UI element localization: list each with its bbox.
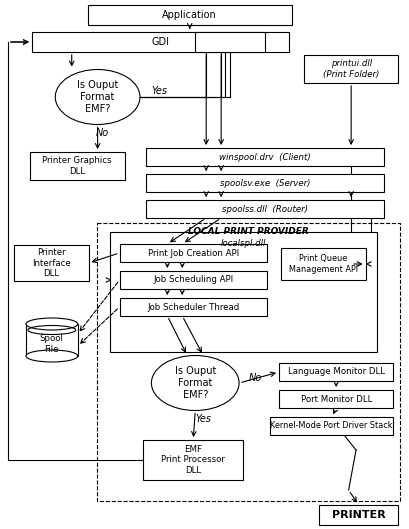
FancyBboxPatch shape <box>303 55 398 83</box>
FancyBboxPatch shape <box>109 232 375 352</box>
Ellipse shape <box>151 355 238 411</box>
Text: Is Ouput
Format
EMF?: Is Ouput Format EMF? <box>174 367 216 399</box>
FancyBboxPatch shape <box>280 248 365 280</box>
FancyBboxPatch shape <box>278 390 393 408</box>
FancyBboxPatch shape <box>146 148 382 166</box>
Text: Language Monitor DLL: Language Monitor DLL <box>287 368 384 377</box>
Text: LOCAL PRINT PROVIDER: LOCAL PRINT PROVIDER <box>188 227 308 236</box>
Text: localspl.dll: localspl.dll <box>220 239 265 248</box>
Text: GDI: GDI <box>151 37 169 47</box>
FancyBboxPatch shape <box>269 417 393 435</box>
Text: Is Ouput
Format
EMF?: Is Ouput Format EMF? <box>77 80 118 114</box>
FancyBboxPatch shape <box>32 32 288 52</box>
Text: Print Queue
Management API: Print Queue Management API <box>288 254 357 273</box>
Text: PRINTER: PRINTER <box>331 510 384 520</box>
Ellipse shape <box>55 69 139 124</box>
Text: printui.dll
(Print Folder): printui.dll (Print Folder) <box>322 59 378 79</box>
Text: Yes: Yes <box>195 414 211 424</box>
Text: Spool
File: Spool File <box>40 334 63 354</box>
Text: Port Monitor DLL: Port Monitor DLL <box>300 395 371 404</box>
Text: Job Scheduler Thread: Job Scheduler Thread <box>147 303 239 312</box>
FancyBboxPatch shape <box>119 244 266 262</box>
Text: Yes: Yes <box>151 86 167 96</box>
FancyBboxPatch shape <box>318 505 398 525</box>
Text: Printer
Interface
DLL: Printer Interface DLL <box>32 248 70 278</box>
Text: Job Scheduling API: Job Scheduling API <box>153 276 233 285</box>
Text: No: No <box>96 127 109 138</box>
Text: EMF
Print Processor
DLL: EMF Print Processor DLL <box>161 445 225 475</box>
FancyBboxPatch shape <box>30 152 124 180</box>
FancyBboxPatch shape <box>278 363 393 381</box>
FancyBboxPatch shape <box>88 5 291 25</box>
FancyBboxPatch shape <box>143 440 243 480</box>
FancyBboxPatch shape <box>195 32 264 52</box>
Text: Kernel-Mode Port Driver Stack: Kernel-Mode Port Driver Stack <box>270 422 392 431</box>
Text: Printer Graphics
DLL: Printer Graphics DLL <box>43 156 112 176</box>
Text: spoolss.dll  (Router): spoolss.dll (Router) <box>221 205 307 214</box>
FancyBboxPatch shape <box>146 200 382 218</box>
FancyBboxPatch shape <box>14 245 88 281</box>
Ellipse shape <box>26 318 78 330</box>
Text: winspool.drv  (Client): winspool.drv (Client) <box>218 152 310 161</box>
Text: Print Job Creation API: Print Job Creation API <box>147 249 238 258</box>
Text: spoolsv.exe  (Server): spoolsv.exe (Server) <box>219 178 310 187</box>
FancyBboxPatch shape <box>119 271 266 289</box>
FancyBboxPatch shape <box>26 324 78 356</box>
Text: No: No <box>248 373 262 383</box>
Text: Application: Application <box>162 10 217 20</box>
Ellipse shape <box>26 350 78 362</box>
FancyBboxPatch shape <box>146 174 382 192</box>
FancyBboxPatch shape <box>119 298 266 316</box>
